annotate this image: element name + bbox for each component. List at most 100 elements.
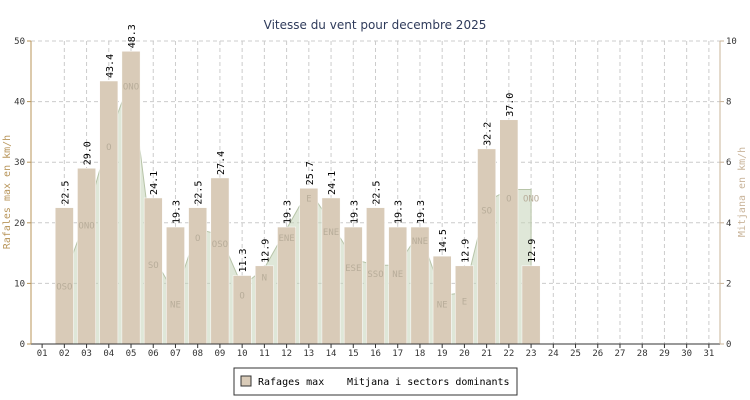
x-tick-label: 17 bbox=[392, 349, 403, 359]
bar-rafages bbox=[521, 265, 541, 345]
bar-value-label: 11.3 bbox=[238, 248, 249, 272]
y-tick-label-right: 0 bbox=[726, 340, 731, 350]
bar-value-label: 37.0 bbox=[505, 93, 516, 117]
sector-label: SSO bbox=[367, 270, 383, 280]
y-tick-label-left: 0 bbox=[20, 340, 25, 350]
y-tick-label-left: 10 bbox=[14, 279, 25, 289]
x-tick-label: 29 bbox=[659, 349, 670, 359]
legend-label-mitjana: Mitjana i sectors dominants bbox=[347, 377, 510, 388]
bar-rafages bbox=[321, 197, 341, 345]
x-tick-label: 26 bbox=[592, 349, 603, 359]
y-tick-label-right: 4 bbox=[726, 219, 731, 229]
sector-label: ONO bbox=[78, 222, 94, 232]
x-tick-label: 27 bbox=[615, 349, 626, 359]
x-tick-label: 10 bbox=[237, 349, 248, 359]
bar-value-label: 19.3 bbox=[171, 200, 182, 224]
x-tick-label: 30 bbox=[681, 349, 692, 359]
bar-value-label: 22.5 bbox=[60, 181, 71, 205]
x-tick-label: 19 bbox=[437, 349, 448, 359]
x-tick-label: 16 bbox=[370, 349, 381, 359]
sector-label: ONO bbox=[523, 194, 539, 204]
bar-value-label: 12.9 bbox=[260, 239, 271, 263]
bar-value-label: 43.4 bbox=[105, 54, 116, 78]
legend-label-rafages: Rafages max bbox=[258, 377, 324, 388]
bar-rafages bbox=[188, 207, 208, 345]
bar-value-label: 22.5 bbox=[194, 181, 205, 205]
x-tick-label: 11 bbox=[259, 349, 270, 359]
sector-label: OSO bbox=[212, 240, 228, 250]
gust-bars bbox=[54, 51, 541, 345]
bar-rafages bbox=[477, 148, 496, 345]
y-tick-label-left: 50 bbox=[14, 37, 25, 47]
x-tick-label: 09 bbox=[214, 349, 225, 359]
x-tick-label: 05 bbox=[126, 349, 137, 359]
bar-value-label: 32.2 bbox=[483, 122, 494, 146]
x-tick-label: 15 bbox=[348, 349, 359, 359]
bar-rafages bbox=[299, 188, 319, 345]
x-tick-label: 13 bbox=[303, 349, 314, 359]
bar-value-label: 25.7 bbox=[305, 161, 316, 185]
y-tick-label-left: 30 bbox=[14, 158, 25, 168]
bar-rafages bbox=[388, 226, 408, 345]
sector-label: ESE bbox=[345, 264, 361, 274]
sector-label: SO bbox=[148, 261, 159, 271]
x-tick-label: 14 bbox=[326, 349, 337, 359]
bar-rafages bbox=[99, 80, 119, 345]
y-tick-label-right: 10 bbox=[726, 37, 737, 47]
sector-label: O bbox=[239, 291, 244, 301]
bar-value-label: 29.0 bbox=[83, 141, 94, 165]
y-tick-label-right: 6 bbox=[726, 158, 731, 168]
bar-value-label: 19.3 bbox=[349, 200, 360, 224]
x-tick-label: 12 bbox=[281, 349, 292, 359]
legend-swatch-rafages bbox=[240, 375, 252, 387]
x-tick-label: 02 bbox=[59, 349, 70, 359]
legend: Rafages max Mitjana i sectors dominants bbox=[233, 367, 518, 396]
bar-value-label: 19.3 bbox=[416, 200, 427, 224]
x-tick-label: 08 bbox=[192, 349, 203, 359]
x-tick-label: 04 bbox=[103, 349, 114, 359]
x-tick-label: 18 bbox=[415, 349, 426, 359]
x-tick-label: 03 bbox=[81, 349, 92, 359]
x-tick-label: 22 bbox=[503, 349, 514, 359]
bar-rafages bbox=[77, 168, 96, 345]
bar-value-label: 12.9 bbox=[460, 239, 471, 263]
sector-label: ENE bbox=[278, 234, 294, 244]
x-tick-label: 24 bbox=[548, 349, 559, 359]
sector-label: O bbox=[195, 234, 200, 244]
y-tick-label-right: 2 bbox=[726, 279, 731, 289]
bar-value-label: 24.1 bbox=[149, 171, 160, 195]
x-tick-label: 25 bbox=[570, 349, 581, 359]
bar-value-label: 14.5 bbox=[438, 229, 449, 253]
bar-value-label: 19.3 bbox=[283, 200, 294, 224]
bar-rafages bbox=[232, 275, 252, 345]
bar-rafages bbox=[499, 119, 519, 345]
x-tick-label: 20 bbox=[459, 349, 470, 359]
bar-rafages bbox=[54, 207, 74, 345]
bar-rafages bbox=[277, 226, 296, 345]
x-tick-label: 28 bbox=[637, 349, 648, 359]
x-tick-label: 07 bbox=[170, 349, 181, 359]
sector-label: N bbox=[262, 273, 267, 283]
bar-rafages bbox=[343, 226, 363, 345]
y-axis-right-label: Mitjana en km/h bbox=[737, 147, 748, 237]
x-tick-label: 31 bbox=[703, 349, 714, 359]
sector-label: NNE bbox=[412, 237, 428, 247]
bar-value-label: 19.3 bbox=[394, 200, 405, 224]
sector-label: O bbox=[106, 143, 111, 153]
sector-label: NE bbox=[437, 301, 448, 311]
sector-label: NE bbox=[170, 301, 181, 311]
x-tick-label: 21 bbox=[481, 349, 492, 359]
legend-box bbox=[233, 367, 518, 396]
sector-label: NE bbox=[392, 270, 403, 280]
sector-label: ENE bbox=[323, 228, 339, 238]
sector-label: O bbox=[506, 194, 511, 204]
x-tick-label: 06 bbox=[148, 349, 159, 359]
x-tick-label: 23 bbox=[526, 349, 537, 359]
sector-label: SO bbox=[481, 207, 492, 217]
sector-label: E bbox=[462, 297, 467, 307]
bar-value-label: 48.3 bbox=[127, 24, 138, 48]
y-tick-label-left: 20 bbox=[14, 219, 25, 229]
sector-label: OSO bbox=[56, 282, 72, 292]
